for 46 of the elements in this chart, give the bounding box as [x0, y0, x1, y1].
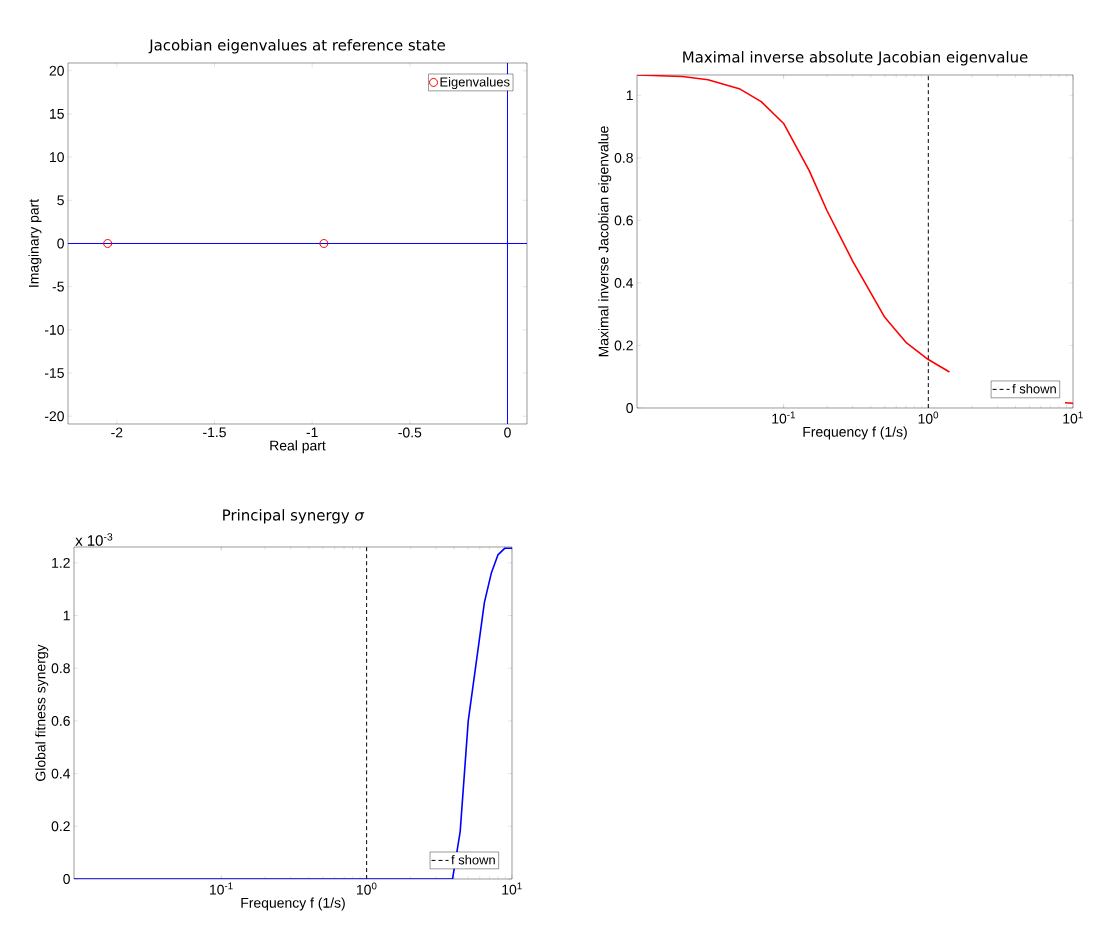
- x-tick-label: -1.5: [203, 427, 226, 438]
- y-tick-label: -15: [44, 368, 64, 378]
- y-tick-label: -10: [44, 324, 64, 335]
- y-tick-label: 0: [63, 874, 70, 884]
- y-tick-label: -5: [52, 281, 64, 292]
- x-axis-title: Frequency f (1/s): [241, 897, 345, 911]
- chart-title: Principal synergy σ: [223, 509, 365, 524]
- x-tick-label: -2: [111, 427, 123, 438]
- x-tick-label: 10$^{-1}$: [772, 411, 795, 424]
- x-tick-label: -1: [306, 427, 318, 438]
- y-axis-title: Maximal inverse Jacobian eigenvalue: [598, 126, 612, 357]
- ref-line-label: f shown: [451, 854, 495, 865]
- x-axis-title: Real part: [270, 440, 326, 454]
- text: x 10$^{-3}$: [75, 533, 113, 546]
- y-tick-label: 0.6: [51, 715, 70, 726]
- y-tick-label: 0: [626, 403, 633, 413]
- y-tick-label: 20: [49, 65, 64, 76]
- chart-title: Maximal inverse absolute Jacobian eigenvalue: [683, 51, 1028, 66]
- x-tick-label: 10$^{0}$: [356, 882, 377, 895]
- x-tick-label: -0.5: [398, 427, 422, 438]
- y-tick-label: 1: [626, 90, 633, 101]
- y-tick-label: 10: [50, 152, 64, 163]
- y-tick-label: 0.8: [614, 152, 633, 163]
- y-tick-label: 1: [63, 610, 70, 621]
- y-tick-label: 15: [50, 109, 64, 119]
- y-tick-label: 0.2: [51, 821, 70, 832]
- y-tick-label: 0.2: [614, 340, 633, 351]
- x-axis-title: Frequency f (1/s): [803, 426, 907, 440]
- y-tick-label: -20: [44, 411, 64, 422]
- y-tick-label: 0.4: [614, 277, 634, 288]
- y-axis-title: Imaginary part: [28, 199, 42, 287]
- y-tick-label: 0.4: [51, 768, 71, 779]
- chart-title: Jacobian eigenvalues at reference state: [148, 39, 445, 54]
- y-tick-label: 0.8: [51, 663, 70, 674]
- y-tick-label: 0: [57, 238, 64, 249]
- ref-line-label: f shown: [1012, 383, 1056, 394]
- legend-label: Eigenvalues: [440, 77, 510, 90]
- x-tick-label: 10$^{0}$: [918, 411, 939, 424]
- y-tick-label: 5: [57, 195, 64, 206]
- y-tick-label: 0.6: [614, 215, 633, 226]
- y-tick-label: 1.2: [52, 557, 70, 568]
- x-tick-label: 10$^{-1}$: [210, 882, 233, 895]
- x-tick-label: 0: [504, 427, 511, 438]
- x-tick-label: 10$^{1}$: [502, 882, 522, 895]
- y-axis-title: Global fitness synergy: [35, 644, 49, 781]
- x-tick-label: 10$^{1}$: [1063, 411, 1083, 424]
